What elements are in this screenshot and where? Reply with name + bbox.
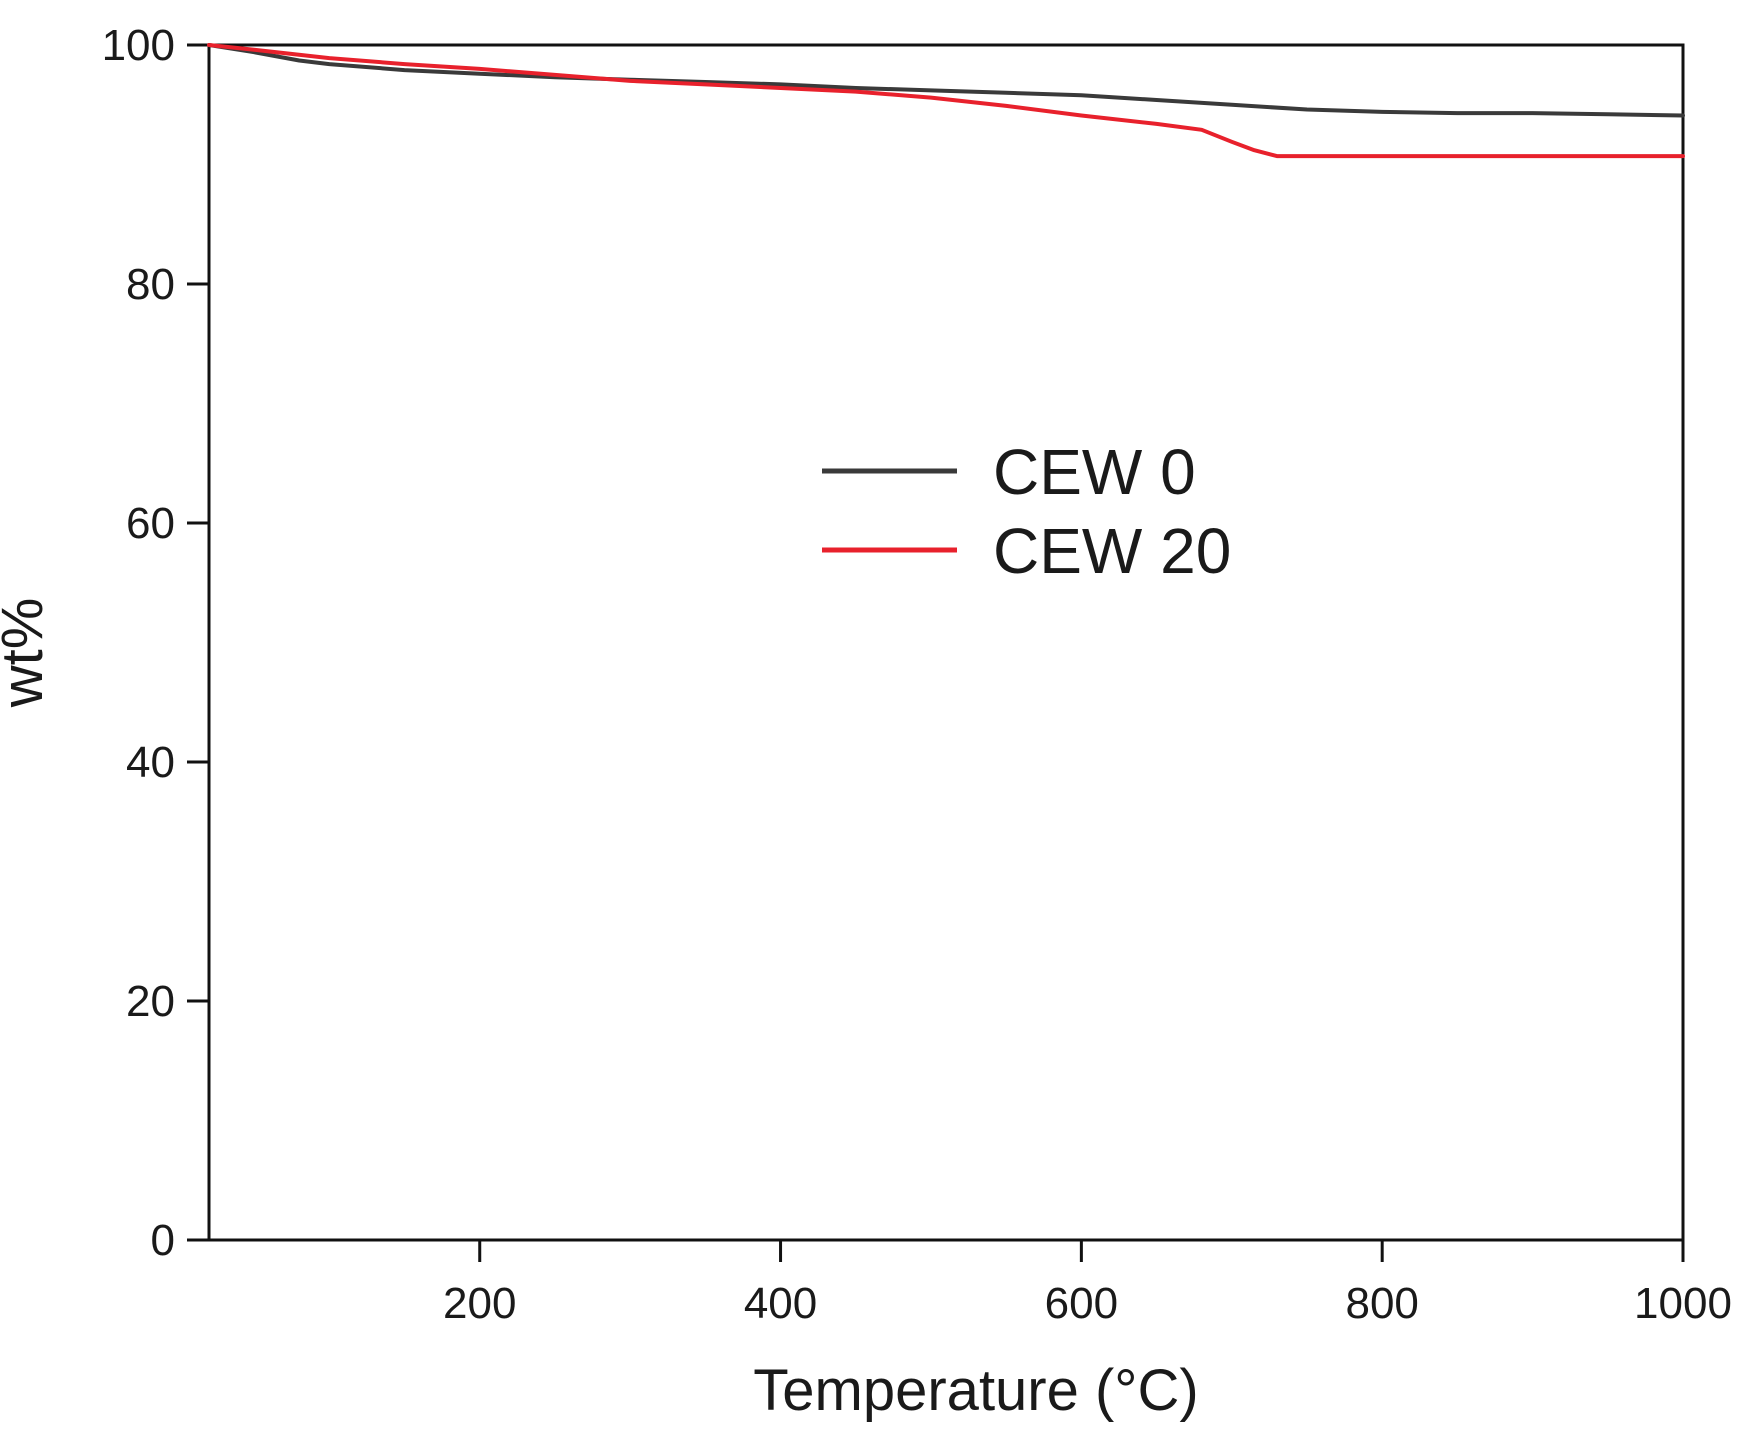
y-tick-label: 60 — [126, 499, 175, 548]
y-tick-label: 100 — [102, 21, 175, 70]
x-tick-label: 800 — [1345, 1279, 1418, 1328]
x-axis-title: Temperature (°C) — [753, 1358, 1198, 1423]
x-axis-ticks: 200 400 600 800 1000 — [443, 1240, 1732, 1328]
y-axis-ticks: 0 20 40 60 80 100 — [102, 21, 209, 1265]
legend-label: CEW 20 — [993, 515, 1231, 587]
y-tick-label: 20 — [126, 977, 175, 1026]
series-line-cew-20 — [207, 43, 1685, 159]
x-tick-label: 1000 — [1634, 1279, 1732, 1328]
y-tick-label: 80 — [126, 260, 175, 309]
y-tick-label: 0 — [151, 1216, 175, 1265]
x-tick-label: 400 — [744, 1279, 817, 1328]
series-lines — [207, 43, 1685, 159]
plot-frame — [207, 43, 1685, 1242]
x-tick-label: 200 — [443, 1279, 516, 1328]
y-tick-label: 40 — [126, 738, 175, 787]
y-axis-title: wt% — [0, 598, 55, 709]
legend-label: CEW 0 — [993, 436, 1196, 508]
series-line-cew-0 — [207, 43, 1685, 118]
x-tick-label: 600 — [1045, 1279, 1118, 1328]
